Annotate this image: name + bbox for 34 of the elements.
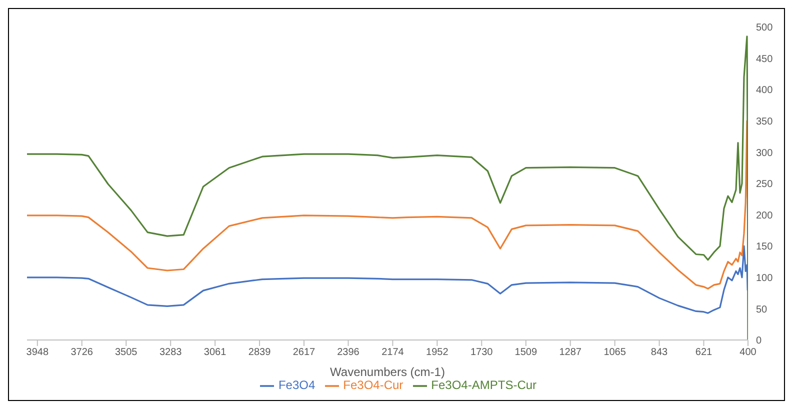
- y-tick-label: 50: [756, 304, 768, 316]
- x-tick-label: 3283: [159, 347, 182, 358]
- x-tick-label: 3948: [26, 347, 49, 358]
- y-tick-label: 350: [756, 116, 774, 128]
- x-tick-label: 1952: [426, 347, 449, 358]
- y-tick-label: 500: [756, 22, 774, 34]
- y-tick-label: 250: [756, 179, 774, 190]
- y-tick-label: 200: [756, 210, 774, 222]
- y-tick-label: 150: [756, 242, 774, 253]
- x-tick-label: 1287: [559, 347, 582, 358]
- legend-label: Fe3O4-Cur: [343, 378, 404, 392]
- x-tick-label: 843: [650, 347, 668, 358]
- x-tick-label: 2396: [337, 347, 360, 358]
- x-tick-label: 621: [695, 347, 713, 358]
- x-tick-label: 1730: [470, 347, 494, 358]
- y-tick-label: 400: [756, 85, 774, 96]
- x-tick-label: 2839: [248, 347, 272, 358]
- x-tick-label: 1509: [514, 347, 538, 358]
- legend-label: Fe3O4-AMPTS-Cur: [431, 378, 537, 392]
- y-tick-label: 0: [756, 336, 762, 347]
- x-tick-label: 2617: [292, 347, 316, 358]
- y-tick-label: 450: [756, 54, 774, 65]
- x-tick-label: 2174: [382, 347, 404, 358]
- x-tick-label: 3505: [115, 347, 138, 358]
- y-tick-label: 300: [756, 148, 774, 159]
- x-tick-label: 3061: [204, 347, 227, 358]
- x-tick-label: 1065: [604, 347, 626, 358]
- legend-label: Fe3O4: [278, 378, 316, 392]
- line-series: [27, 120, 748, 290]
- x-tick-label: 400: [740, 347, 757, 358]
- line-series: [27, 245, 748, 314]
- x-tick-label: 3726: [70, 347, 94, 358]
- x-axis-title: Wavenumbers (cm-1): [330, 365, 445, 379]
- y-tick-label: 100: [756, 272, 774, 284]
